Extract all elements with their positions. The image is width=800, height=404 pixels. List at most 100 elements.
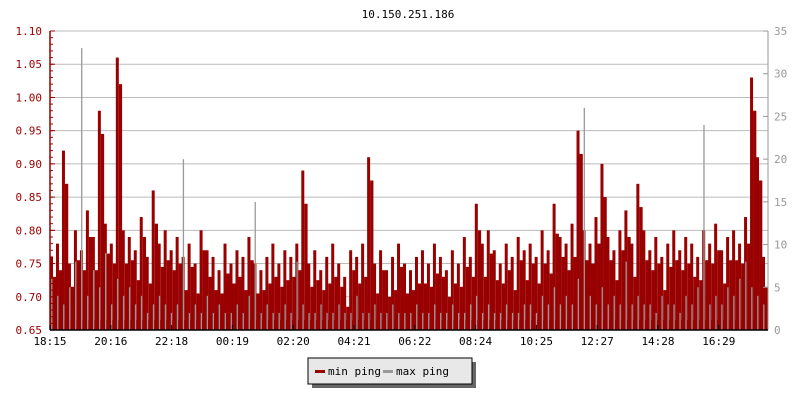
min-ping-bar [85,210,89,330]
min-ping-bar [525,280,529,330]
y-left-tick-label: 0.65 [16,324,43,337]
min-ping-bar [160,266,164,330]
legend-label-min-ping: min ping [328,365,381,378]
y-left-tick-label: 0.80 [16,224,43,237]
min-ping-bar [220,293,224,330]
min-ping-bar [262,290,266,330]
min-ping-bar [379,250,383,330]
min-ping-bar [681,270,685,330]
min-ping-bar [307,263,311,330]
min-ping-bar [400,266,404,330]
min-ping-bar [211,256,215,330]
min-ping-bar [100,133,105,330]
min-ping-bar [636,183,640,330]
min-ping-bar [579,153,583,330]
min-ping-bar [735,260,739,330]
min-ping-bar [235,250,239,330]
min-ping-bar [741,263,745,330]
min-ping-bar [669,266,673,330]
min-ping-bar [465,266,470,330]
min-ping-bar [450,250,454,330]
min-ping-bar [196,293,200,330]
min-ping-bar [432,243,436,330]
min-ping-bar [528,243,532,330]
min-ping-bar [334,276,338,330]
min-ping-bar [666,243,670,330]
min-ping-bar [112,263,117,330]
min-ping-bar [501,283,506,330]
min-ping-bar [612,250,616,330]
y-right-tick-label: 25 [774,110,787,123]
legend-label-max-ping: max ping [396,365,449,378]
series-max-ping [51,48,765,330]
min-ping-bar [397,243,401,330]
min-ping-bar [474,203,478,330]
min-ping-bar [127,236,131,330]
min-ping-bar [349,250,353,330]
min-ping-bar [355,256,359,330]
min-ping-bar [325,256,329,330]
min-ping-bar [672,230,676,330]
min-ping-bar [684,236,688,330]
x-tick-label: 16:29 [702,335,735,348]
min-ping-bar [70,286,75,330]
min-ping-bar [477,230,482,330]
min-ping-bar [621,250,625,330]
min-ping-bar [82,270,87,330]
y-left-tick-label: 1.05 [16,58,43,71]
min-ping-bar [522,250,526,330]
legend: min ping max ping [307,357,476,388]
min-ping-bar [121,230,125,330]
min-ping-bar [133,250,137,330]
min-ping-bar [193,263,197,330]
min-ping-bar [588,243,592,330]
min-ping-bar [286,280,290,330]
min-ping-bar [711,263,715,330]
min-ping-bar [609,260,613,330]
min-ping-bar [406,293,410,330]
min-ping-bar [280,286,284,330]
legend-swatch-min-ping [315,370,325,373]
min-ping-bar [648,250,652,330]
min-ping-bar [459,286,464,330]
min-ping-bar [498,263,502,330]
min-ping-bar [232,283,236,330]
min-ping-bar [124,263,129,330]
min-ping-bar [600,163,604,330]
min-ping-bar [370,180,374,330]
min-ping-bar [663,290,667,330]
min-ping-bar [217,270,221,330]
min-ping-bar [199,230,203,330]
min-ping-bar [675,260,679,330]
min-ping-bar [166,260,170,330]
min-ping-bar [726,236,730,330]
min-ping-bar [495,280,500,330]
min-ping-bar [606,236,610,330]
min-ping-bar [468,256,472,330]
min-ping-bar [651,270,655,330]
min-ping-bar [426,263,430,330]
y-left-tick-label: 1.00 [16,91,43,104]
chart-title: 10.150.251.186 [362,8,455,21]
x-tick-label: 22:18 [155,335,188,348]
min-ping-bar [94,270,99,330]
min-ping-bar [241,256,245,330]
y-left-tick-label: 0.95 [16,125,43,138]
min-ping-bar [313,250,317,330]
min-ping-bar [340,286,344,330]
min-ping-bar [364,276,368,330]
min-ping-bar [319,270,323,330]
min-ping-bar [750,77,754,330]
min-ping-bar [453,283,458,330]
y-right-tick-label: 10 [774,239,787,252]
min-ping-bar [444,270,448,330]
min-ping-bar [55,243,59,330]
min-ping-bar [414,256,418,330]
y-left-tick-label: 0.85 [16,191,43,204]
min-ping-bar [97,110,101,330]
min-ping-bar [265,256,269,330]
min-ping-bar [645,260,649,330]
y-right-tick-label: 15 [774,196,787,209]
min-ping-bar [489,253,494,330]
